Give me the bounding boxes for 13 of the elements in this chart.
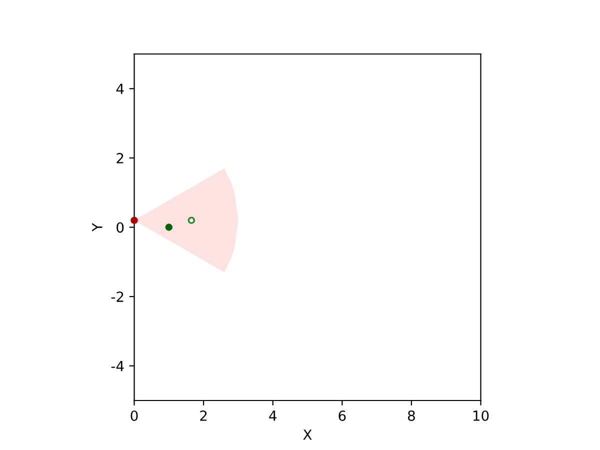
y-tick-label: -2 bbox=[111, 292, 124, 302]
y-tick-label: 4 bbox=[116, 84, 124, 94]
y-tick-label: 0 bbox=[116, 222, 124, 233]
x-tick-label: 2 bbox=[200, 410, 207, 421]
y-tick-label: -4 bbox=[111, 361, 124, 372]
y-tick-label: 2 bbox=[116, 152, 124, 164]
x-tick-label: 10 bbox=[473, 410, 489, 421]
x-axis-title: X bbox=[303, 430, 312, 440]
y-axis-title: Y bbox=[92, 222, 102, 232]
x-tick-label: 8 bbox=[408, 410, 415, 421]
x-tick-label: 4 bbox=[269, 410, 276, 421]
x-tick-label: 6 bbox=[338, 410, 346, 421]
x-tick-label: 0 bbox=[130, 410, 138, 421]
